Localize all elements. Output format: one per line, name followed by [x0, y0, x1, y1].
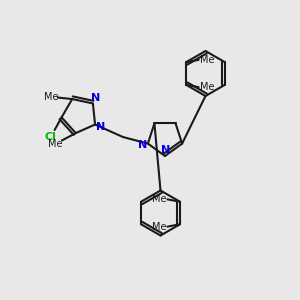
Text: N: N — [138, 140, 147, 150]
Text: N: N — [91, 93, 100, 103]
Text: Me: Me — [200, 55, 214, 65]
Text: Me: Me — [152, 194, 166, 204]
Text: Me: Me — [200, 82, 214, 92]
Text: Me: Me — [48, 139, 63, 149]
Text: N: N — [161, 145, 170, 155]
Text: Me: Me — [152, 222, 166, 232]
Text: Me: Me — [44, 92, 58, 102]
Text: N: N — [96, 122, 105, 132]
Text: Cl: Cl — [45, 132, 56, 142]
